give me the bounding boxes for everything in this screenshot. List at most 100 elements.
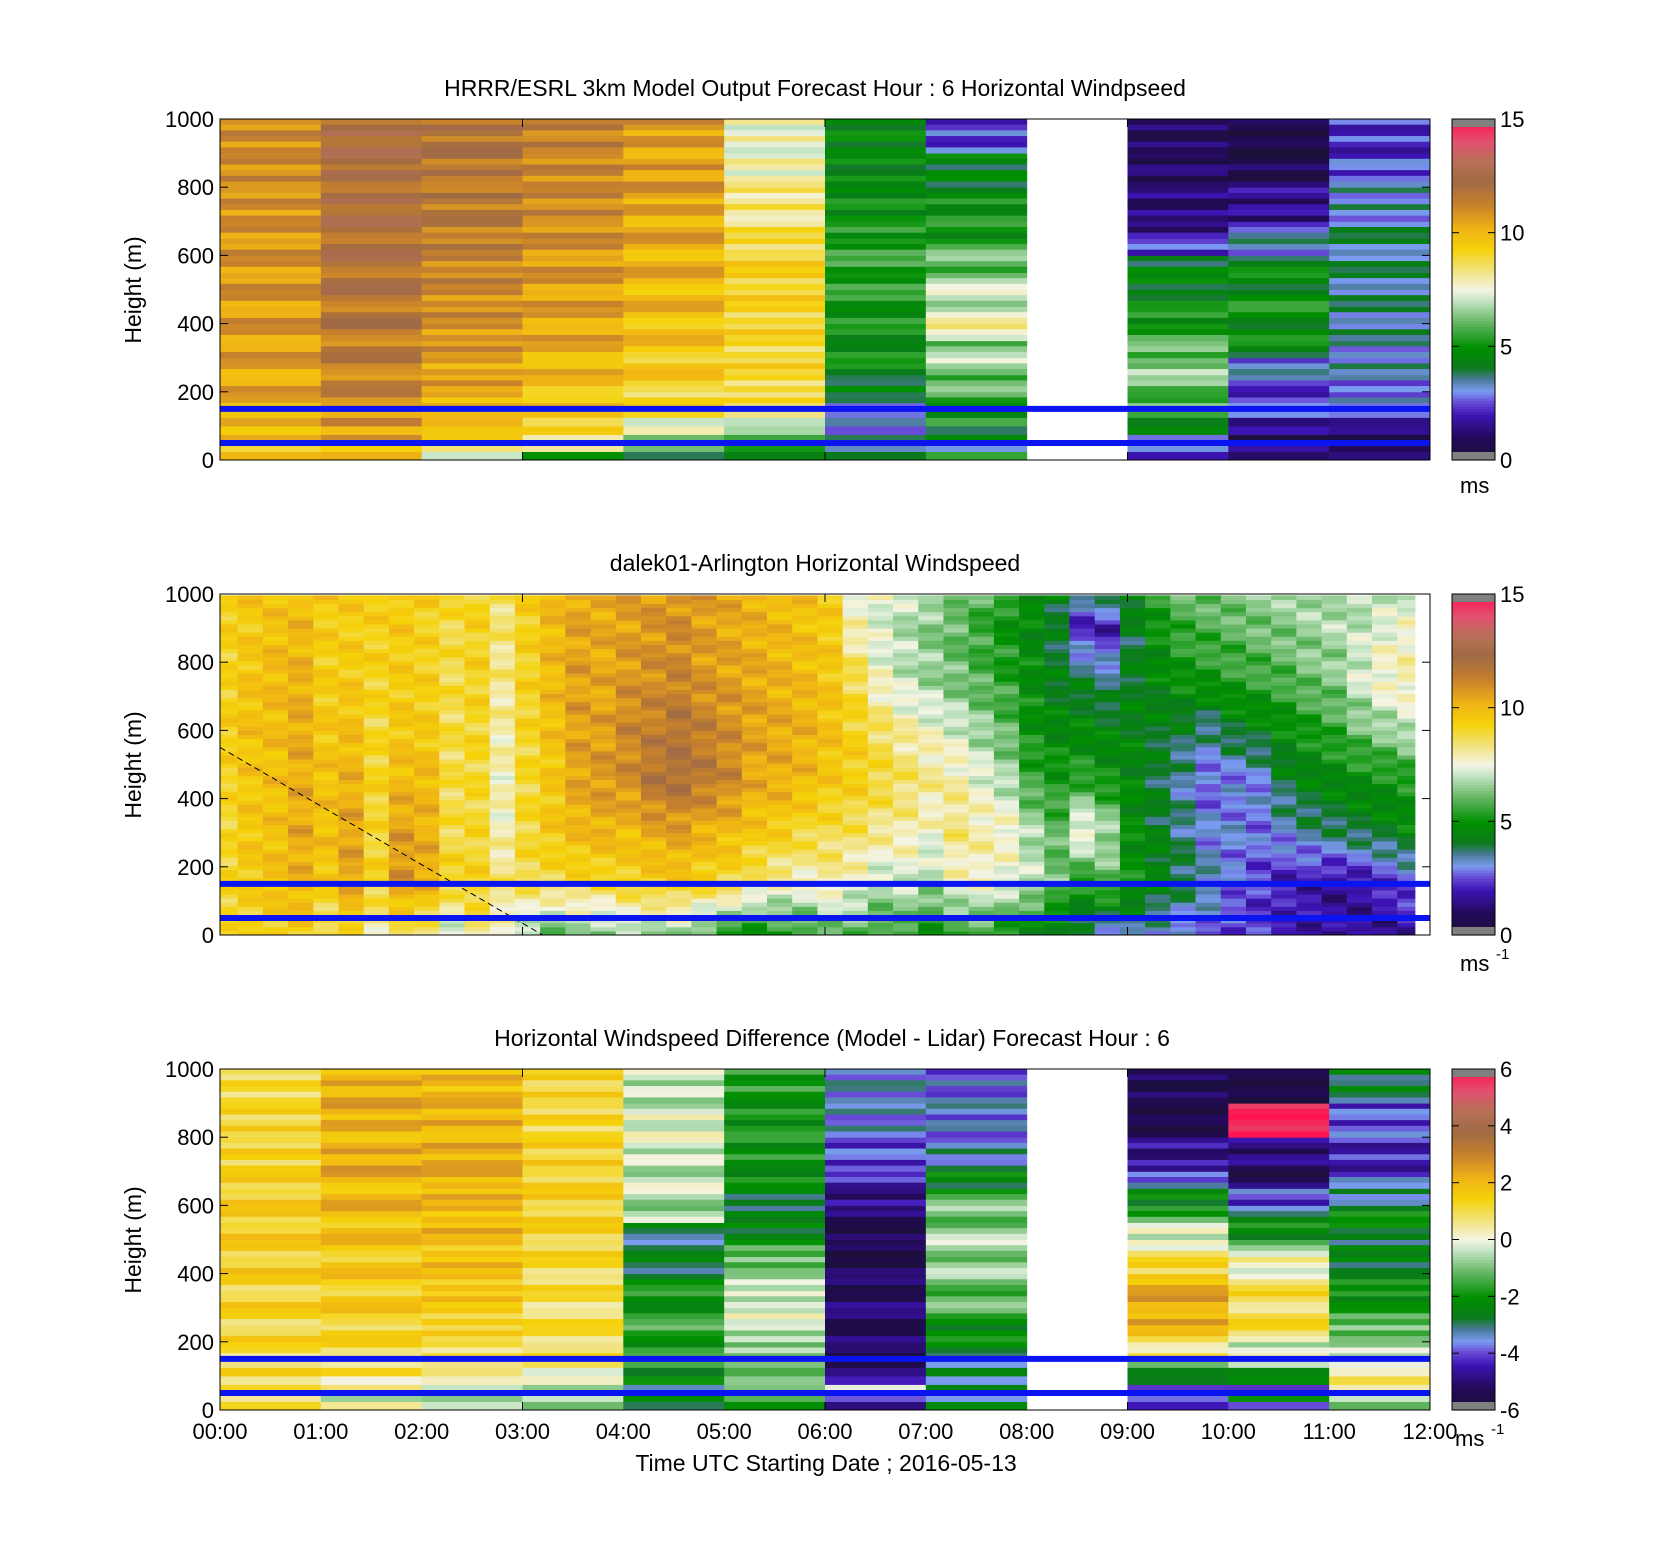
data-cell	[338, 885, 365, 891]
data-cell	[817, 705, 844, 711]
data-cell	[313, 677, 339, 682]
data-cell	[565, 750, 592, 756]
data-cell	[320, 451, 423, 461]
data-cell	[1296, 734, 1323, 740]
data-cell	[540, 722, 566, 727]
colorbar-segment	[1452, 761, 1495, 766]
data-cell	[615, 742, 642, 748]
data-cell	[767, 730, 793, 735]
data-cell	[1127, 408, 1229, 418]
data-cell	[968, 697, 995, 703]
data-cell	[1127, 119, 1229, 126]
data-cell	[741, 930, 768, 936]
data-cell	[590, 632, 617, 637]
data-cell	[993, 926, 1020, 932]
data-cell	[1069, 767, 1096, 772]
data-cell	[615, 681, 642, 686]
colorbar-segment	[1452, 869, 1495, 874]
colorbar-segment	[1452, 915, 1495, 919]
data-cell	[1245, 628, 1272, 633]
data-cell	[893, 791, 919, 797]
data-cell	[968, 603, 995, 609]
data-cell	[968, 754, 995, 760]
data-cell	[1119, 849, 1146, 854]
data-cell	[288, 926, 314, 932]
data-cell	[1372, 816, 1398, 821]
data-cell	[1119, 754, 1146, 760]
data-cell	[1296, 767, 1323, 772]
data-cell	[1271, 906, 1297, 911]
data-cell	[220, 746, 239, 752]
data-cell	[1069, 742, 1096, 748]
data-cell	[1127, 255, 1229, 262]
colorbar-segment	[1452, 707, 1495, 712]
colorbar-segment	[1452, 371, 1495, 376]
data-cell	[590, 779, 617, 785]
data-cell	[1245, 709, 1272, 715]
data-cell	[724, 352, 826, 359]
data-cell	[1245, 714, 1272, 719]
data-cell	[1220, 759, 1247, 764]
data-cell	[968, 853, 995, 858]
data-cell	[1271, 849, 1297, 854]
data-cell	[767, 681, 793, 686]
data-cell	[893, 894, 919, 899]
data-cell	[741, 865, 768, 871]
data-cell	[615, 763, 642, 768]
data-cell	[767, 722, 793, 727]
data-cell	[288, 898, 314, 903]
data-cell	[615, 783, 642, 789]
data-cell	[918, 636, 944, 641]
data-cell	[918, 763, 944, 768]
data-cell	[640, 910, 667, 916]
data-cell	[1329, 249, 1431, 256]
data-cell	[867, 775, 894, 781]
data-cell	[918, 922, 944, 928]
data-cell	[1195, 685, 1222, 690]
data-cell	[522, 289, 624, 296]
data-cell	[867, 607, 894, 613]
data-cell	[1228, 266, 1330, 273]
data-cell	[220, 603, 239, 609]
colorbar-segment	[1452, 792, 1495, 797]
data-cell	[1044, 849, 1071, 854]
data-cell	[1397, 628, 1416, 633]
data-cell	[522, 147, 624, 154]
data-cell	[1245, 722, 1272, 727]
colorbar-segment	[1452, 679, 1495, 683]
data-cell	[421, 317, 523, 325]
data-cell	[262, 619, 289, 625]
colorbar-segment	[1452, 642, 1495, 646]
data-cell	[1069, 595, 1096, 600]
data-cell	[623, 175, 725, 183]
data-cell	[1329, 380, 1431, 387]
data-cell	[1296, 869, 1323, 875]
data-cell	[918, 734, 944, 740]
data-cell	[1019, 763, 1045, 768]
data-cell	[1170, 750, 1197, 756]
data-cell	[388, 853, 415, 858]
data-cell	[565, 644, 592, 650]
data-cell	[1044, 869, 1071, 875]
data-cell	[1245, 640, 1272, 645]
data-cell	[220, 397, 322, 404]
data-cell	[414, 857, 440, 862]
data-cell	[918, 828, 944, 834]
data-cell	[893, 746, 919, 752]
data-cell	[893, 595, 919, 600]
data-cell	[1228, 124, 1330, 131]
data-cell	[741, 726, 768, 731]
data-cell	[918, 759, 944, 764]
data-cell	[968, 779, 995, 785]
data-cell	[867, 922, 894, 928]
data-cell	[439, 857, 466, 862]
data-cell	[1296, 640, 1323, 645]
data-cell	[724, 232, 826, 239]
data-cell	[1145, 779, 1171, 785]
data-cell	[464, 795, 491, 801]
data-cell	[968, 718, 995, 723]
data-cell	[925, 369, 1028, 376]
data-cell	[724, 434, 826, 444]
data-cell	[464, 730, 491, 735]
data-cell	[792, 750, 818, 756]
